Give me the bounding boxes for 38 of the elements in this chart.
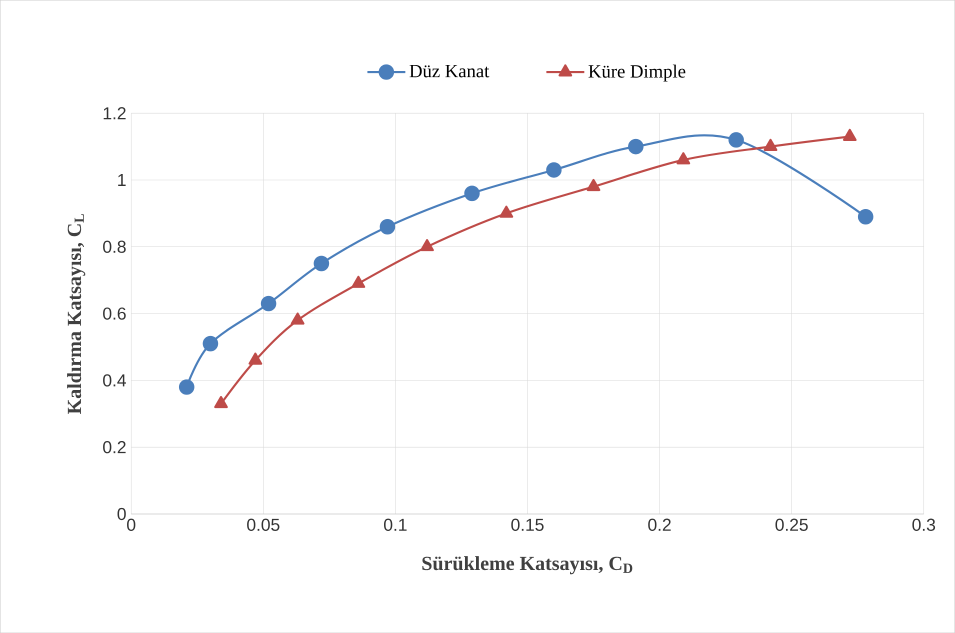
y-tick-label: 0.2 [103,440,126,454]
y-axis-title: Kaldırma Katsayısı, C$_{L}$ [67,214,86,414]
point [842,128,857,141]
y-tick-label: 0.8 [103,240,126,253]
point [764,138,778,151]
point [248,352,262,365]
point [676,152,690,164]
x-tick-label: 0 [127,518,136,531]
y-tick-label: 0.6 [103,307,126,320]
point [464,186,480,201]
legend-label: Küre Dimple [588,64,686,82]
point [260,296,276,312]
y-tick-label: 0 [118,508,126,520]
x-tick-label: 0.25 [775,518,808,531]
x-tick-label: 0.05 [247,518,280,531]
point [420,238,434,252]
x-tick-label: 0.1 [384,518,407,531]
point [314,256,330,272]
x-tick-label: 0.3 [912,518,936,531]
x-tick-label: 0.2 [648,518,671,531]
y-tick-label: 1.2 [104,107,126,120]
point [728,132,744,148]
point [500,206,514,218]
point [290,312,304,325]
point [586,178,600,191]
point [546,162,562,178]
point [858,208,874,224]
legend-label: Düz Kanat [410,64,490,78]
point [628,138,644,154]
x-tick-label: 0.15 [511,518,544,531]
point [380,218,396,234]
x-axis-title: Sürükleme Katsayısı, C$_{D}$ [422,556,632,574]
point [178,379,194,395]
point [352,276,366,288]
point [202,336,218,352]
y-tick-label: 1 [118,174,126,186]
y-tick-label: 0.4 [103,374,126,386]
point [214,396,228,408]
